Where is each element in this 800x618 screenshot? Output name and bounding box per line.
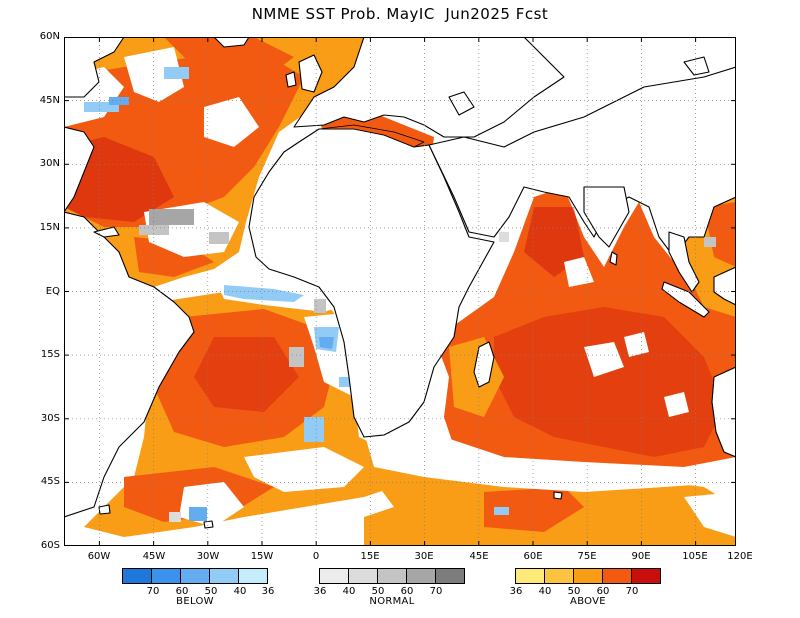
coastlines bbox=[64, 37, 736, 529]
legend-normal-caption: NORMAL bbox=[369, 596, 415, 607]
lat-label-60n: 60N bbox=[39, 31, 60, 42]
legend-normal-colorbar bbox=[319, 568, 465, 584]
legend-above-tick: 40 bbox=[538, 586, 552, 597]
lon-label-15w: 15W bbox=[250, 551, 274, 562]
sst-probability-map bbox=[64, 37, 736, 546]
lon-label-45w: 45W bbox=[142, 551, 166, 562]
lon-label-30w: 30W bbox=[196, 551, 220, 562]
lon-label-0: 0 bbox=[312, 551, 320, 562]
legend-below-swatch bbox=[210, 569, 239, 583]
lat-label-15s: 15S bbox=[40, 349, 60, 360]
legend-below-caption: BELOW bbox=[176, 596, 214, 607]
legend-above-tick: 50 bbox=[567, 586, 581, 597]
lat-label-eq: EQ bbox=[45, 286, 60, 297]
lat-label-30n: 30N bbox=[39, 158, 60, 169]
legend-normal-swatch bbox=[378, 569, 407, 583]
lon-label-60w: 60W bbox=[87, 551, 111, 562]
legend-below-swatch bbox=[152, 569, 181, 583]
legend-below-tick: 70 bbox=[146, 586, 160, 597]
lat-label-15n: 15N bbox=[39, 222, 60, 233]
legend-above-swatch bbox=[574, 569, 603, 583]
lon-label-90e: 90E bbox=[631, 551, 651, 562]
lon-label-60e: 60E bbox=[523, 551, 543, 562]
legend-normal-swatch bbox=[407, 569, 436, 583]
legend-above-swatch bbox=[603, 569, 632, 583]
legend-above-tick: 70 bbox=[625, 586, 639, 597]
map-panel bbox=[64, 37, 736, 546]
legend-normal-tick: 50 bbox=[371, 586, 385, 597]
legend-below-tick: 60 bbox=[175, 586, 189, 597]
lon-label-120e: 120E bbox=[727, 551, 753, 562]
axis-ticks bbox=[64, 37, 736, 546]
legend-normal: 36 40 50 60 70 NORMAL bbox=[314, 568, 465, 607]
legend-below-swatch bbox=[239, 569, 267, 583]
legend-above-tick: 36 bbox=[509, 586, 523, 597]
lat-label-45s: 45S bbox=[40, 476, 60, 487]
legend-above-colorbar bbox=[515, 568, 661, 584]
lon-label-45e: 45E bbox=[469, 551, 489, 562]
legend-above-swatch bbox=[545, 569, 574, 583]
legend-above-caption: ABOVE bbox=[570, 596, 606, 607]
legend-above: 36 40 50 60 70 ABOVE bbox=[510, 568, 661, 607]
lat-label-45n: 45N bbox=[39, 95, 60, 106]
legend-below-swatch bbox=[181, 569, 210, 583]
lon-label-15e: 15E bbox=[360, 551, 380, 562]
lat-label-30s: 30S bbox=[40, 413, 60, 424]
lon-label-105e: 105E bbox=[682, 551, 708, 562]
legend-above-swatch bbox=[516, 569, 545, 583]
legend-below: 70 60 50 40 36 BELOW bbox=[122, 568, 274, 607]
near-normal-shading bbox=[139, 209, 716, 522]
legend-below-colorbar bbox=[122, 568, 268, 584]
legend-normal-tick: 60 bbox=[400, 586, 414, 597]
legend-below-tick: 36 bbox=[261, 586, 275, 597]
legend-above-tick: 60 bbox=[596, 586, 610, 597]
lon-label-75e: 75E bbox=[577, 551, 597, 562]
legend-below-tick: 40 bbox=[233, 586, 247, 597]
legend-below-swatch bbox=[123, 569, 152, 583]
below-normal-shading bbox=[84, 67, 509, 521]
legend-normal-swatch bbox=[320, 569, 349, 583]
legend-normal-swatch bbox=[349, 569, 378, 583]
map-title: NMME SST Prob. MayIC Jun2025 Fcst bbox=[251, 5, 549, 23]
legend-normal-tick: 40 bbox=[342, 586, 356, 597]
legend-normal-tick: 70 bbox=[429, 586, 443, 597]
legend-above-swatch bbox=[632, 569, 660, 583]
legend-normal-swatch bbox=[436, 569, 464, 583]
lon-label-30e: 30E bbox=[414, 551, 434, 562]
lat-label-60s: 60S bbox=[40, 540, 60, 551]
graticule bbox=[64, 37, 736, 546]
legend-normal-tick: 36 bbox=[313, 586, 327, 597]
legend-below-tick: 50 bbox=[204, 586, 218, 597]
